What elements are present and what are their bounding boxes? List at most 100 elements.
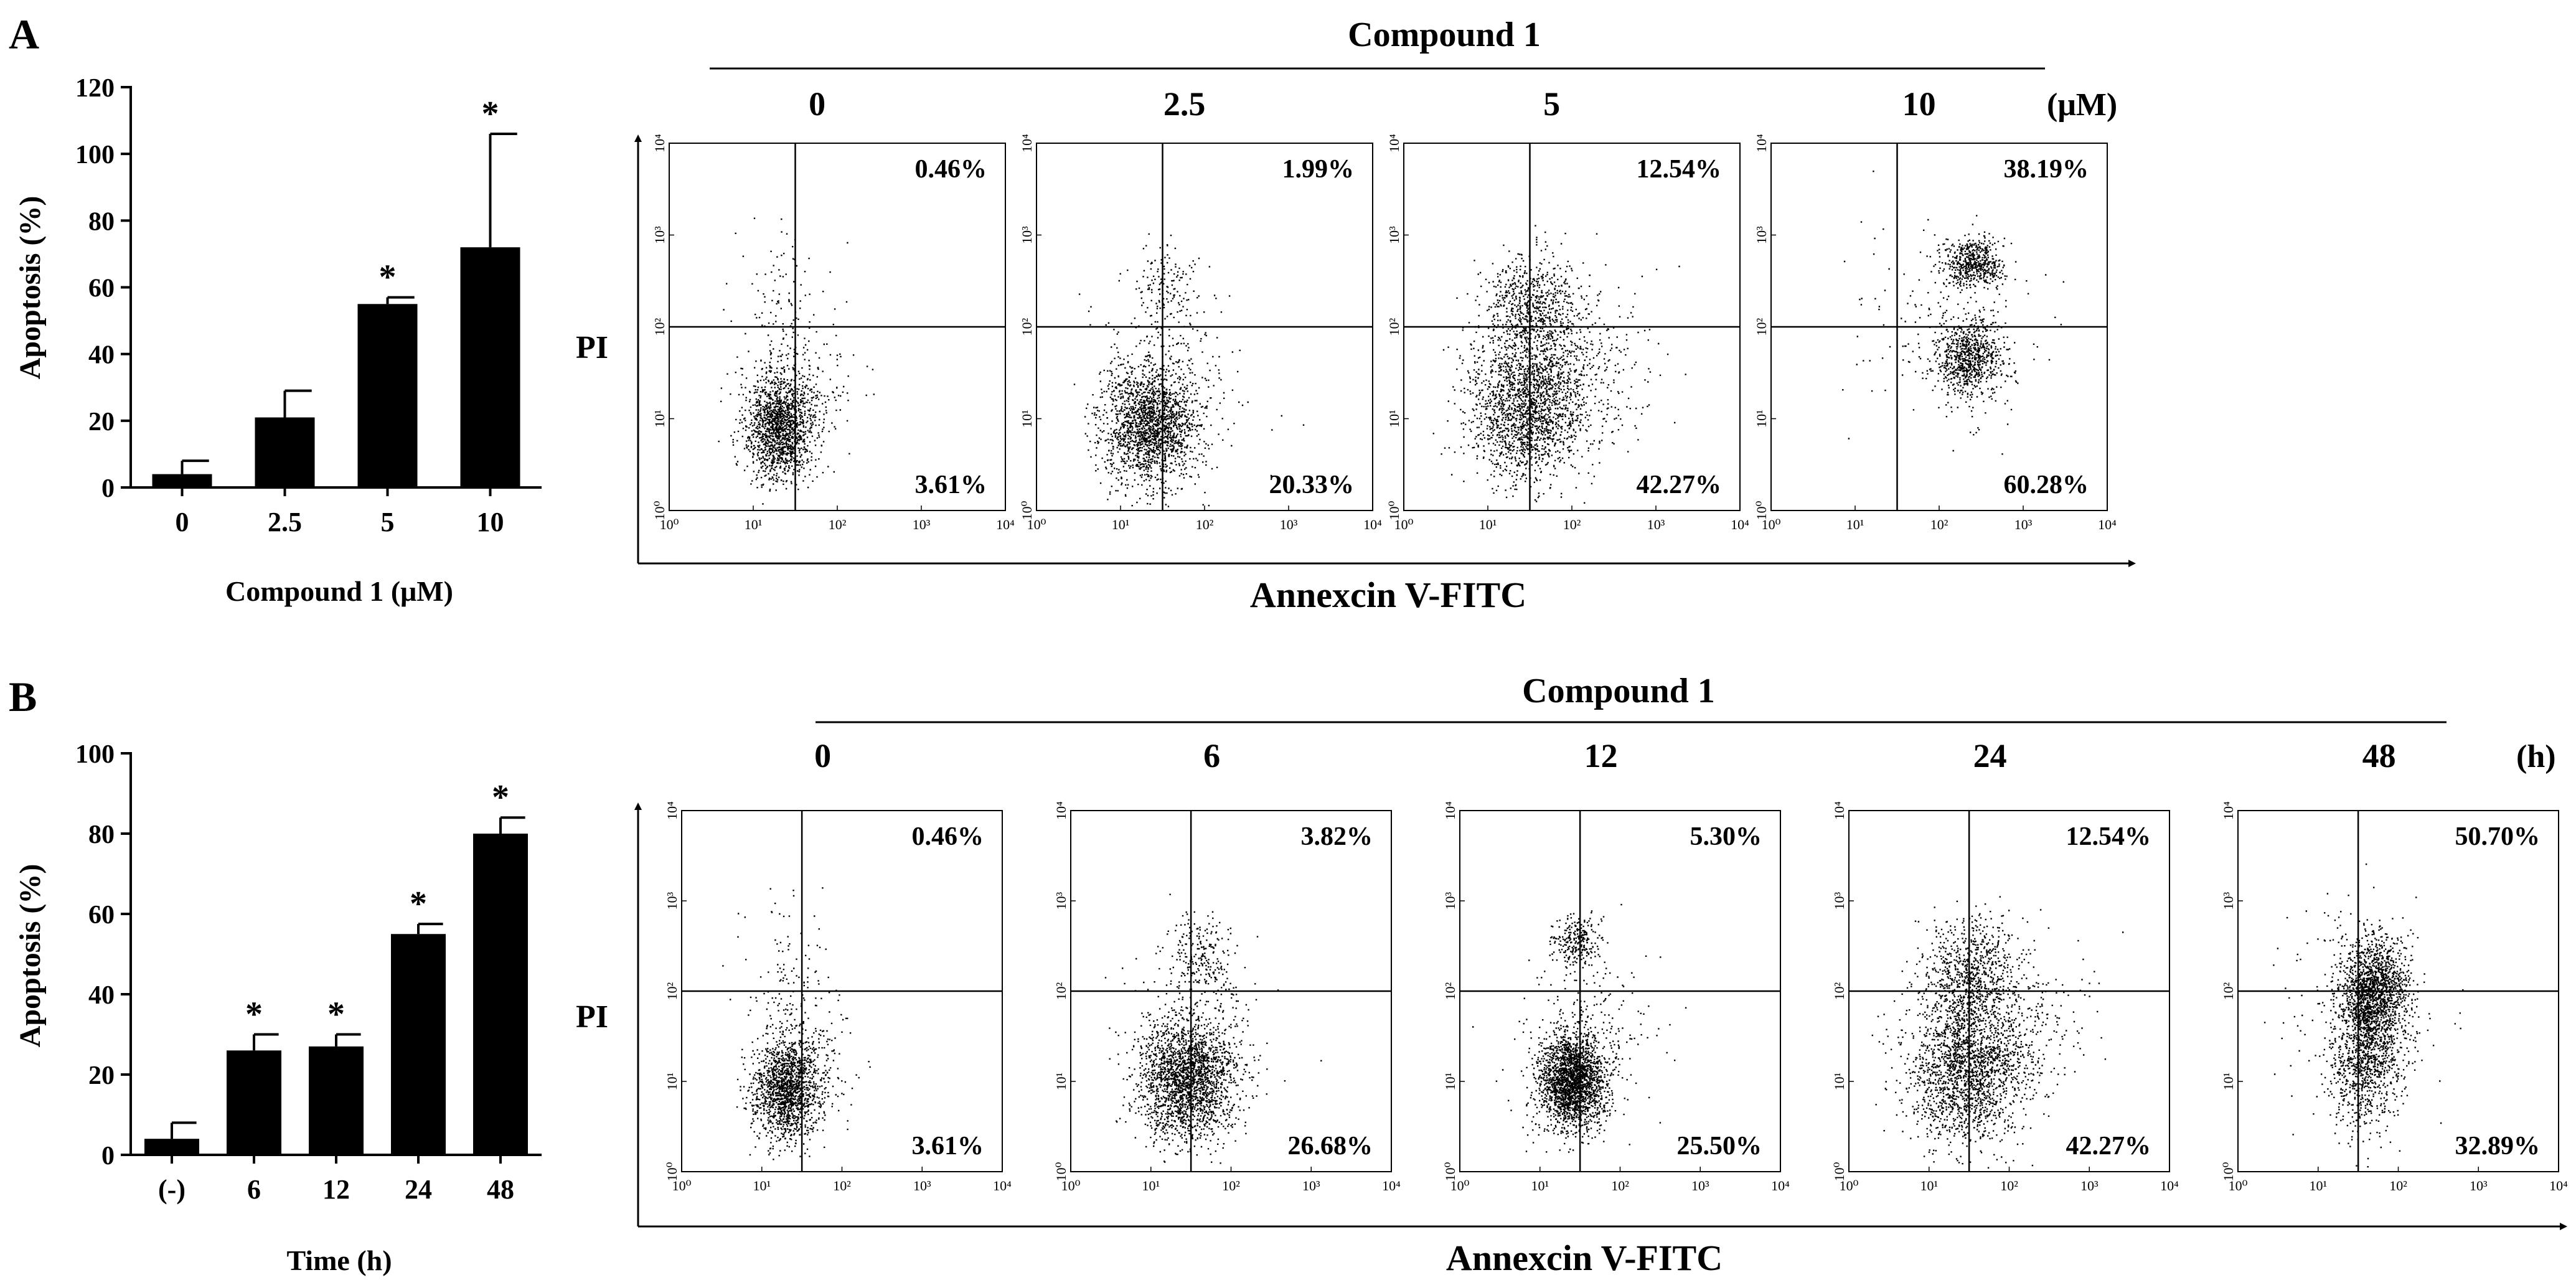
bar-y-tick-label: 100	[75, 141, 115, 169]
flow-x-tick-label: 10¹	[2309, 1178, 2327, 1193]
flow-y-tick-label: 10³	[1442, 892, 1458, 910]
flow-plots-b: 010⁰10⁰10¹10¹10²10²10³10³10⁴10⁴0.46%3.61…	[664, 737, 2568, 1193]
bar-x-tick-label: 2.5	[268, 507, 302, 537]
upper-right-percent: 5.30%	[1690, 822, 1762, 851]
significance-star: *	[492, 778, 509, 817]
flow-x-tick-label: 10⁴	[996, 517, 1015, 532]
flow-x-tick-label: 10²	[1611, 1178, 1629, 1193]
flow-x-tick-label: 10³	[913, 517, 931, 532]
flow-x-tick-label: 10²	[2389, 1178, 2407, 1193]
flow-y-tick-label: 10²	[1831, 982, 1847, 1000]
flow-y-tick-label: 10²	[652, 318, 667, 336]
flow-a-pi-label: PI	[576, 330, 608, 365]
flow-x-tick-label: 10⁴	[2098, 517, 2117, 532]
flow-y-tick-label: 10⁰	[1831, 1162, 1847, 1181]
flow-y-tick-label: 10²	[2221, 982, 2236, 1000]
flow-b-header: Compound 1 (h)	[816, 672, 2556, 774]
flow-y-tick-label: 10¹	[1053, 1073, 1069, 1091]
flow-y-tick-label: 10²	[1442, 982, 1458, 1000]
flow-x-tick-label: 10²	[833, 1178, 851, 1193]
condition-label: 48	[2362, 737, 2396, 774]
bar	[357, 304, 418, 487]
bar-y-tick-label: 80	[88, 821, 115, 849]
flow-x-tick-label: 10⁴	[993, 1178, 1012, 1193]
flow-x-tick-label: 10²	[1930, 517, 1948, 532]
condition-label: 0	[809, 85, 825, 123]
bar-x-tick-label: 6	[247, 1174, 261, 1205]
flow-y-tick-label: 10¹	[1754, 410, 1769, 428]
flow-x-tick-label: 10⁰	[1027, 517, 1046, 532]
flow-y-tick-label: 10⁰	[1053, 1162, 1069, 1181]
flow-y-tick-label: 10¹	[1831, 1073, 1847, 1091]
significance-star: *	[379, 258, 397, 297]
flow-x-tick-label: 10⁰	[1061, 1178, 1081, 1193]
flow-y-tick-label: 10⁴	[1386, 134, 1402, 153]
bar-y-tick-label: 80	[88, 207, 115, 236]
lower-right-percent: 25.50%	[1677, 1132, 1762, 1160]
flow-y-tick-label: 10⁴	[2221, 801, 2236, 820]
bar-x-tick-label: 12	[322, 1174, 350, 1205]
flow-events	[1432, 225, 1686, 504]
flow-y-tick-label: 10³	[1053, 892, 1069, 910]
panel-a-letter: A	[9, 11, 39, 58]
flow-x-tick-label: 10⁰	[2229, 1178, 2248, 1193]
flow-y-tick-label: 10³	[652, 226, 667, 244]
flow-x-tick-label: 10⁴	[1363, 517, 1382, 532]
significance-star: *	[245, 995, 263, 1034]
flow-y-tick-label: 10⁰	[1754, 501, 1769, 520]
flow-x-tick-label: 10¹	[745, 517, 763, 532]
upper-right-percent: 1.99%	[1282, 155, 1355, 184]
upper-right-percent: 50.70%	[2455, 822, 2541, 851]
upper-right-percent: 12.54%	[1637, 155, 1722, 184]
lower-right-percent: 42.27%	[2066, 1132, 2151, 1160]
flow-b-pi-label: PI	[576, 999, 608, 1035]
bar	[144, 1139, 199, 1155]
bar-chart-b: Apoptosis (%) Time (h) 0 20 40 60 80 100 (-) 6 *…	[14, 740, 542, 1276]
flow-x-tick-label: 10⁴	[1731, 517, 1749, 532]
bar	[391, 934, 446, 1155]
lower-right-percent: 3.61%	[915, 471, 987, 499]
bar-y-tick-label: 120	[75, 74, 115, 103]
significance-star: *	[327, 995, 345, 1034]
lower-right-percent: 26.68%	[1288, 1132, 1373, 1160]
bar-y-tick-label: 0	[101, 1142, 115, 1170]
flow-y-tick-label: 10³	[1754, 226, 1769, 244]
flow-y-tick-label: 10¹	[652, 410, 667, 428]
flow-a-axes: PI Annexcin V-FITC	[576, 134, 2136, 615]
condition-label: 24	[1973, 737, 2007, 774]
bar-x-tick-label: 24	[405, 1174, 432, 1205]
flow-y-tick-label: 10⁰	[1019, 501, 1035, 520]
flow-y-tick-label: 10³	[1386, 226, 1402, 244]
upper-right-percent: 3.82%	[1301, 822, 1373, 851]
flow-b-unit: (h)	[2516, 739, 2556, 774]
lower-right-percent: 20.33%	[1269, 471, 1355, 499]
flow-y-tick-label: 10¹	[1442, 1073, 1458, 1091]
flow-a-unit: (μM)	[2047, 87, 2117, 123]
condition-label: 10	[1902, 85, 1936, 123]
flow-y-tick-label: 10³	[2221, 892, 2236, 910]
bar-y-tick-label: 40	[88, 981, 115, 1010]
flow-x-tick-label: 10¹	[1479, 517, 1497, 532]
bar-y-tick-label: 100	[75, 740, 115, 769]
flow-y-tick-label: 10⁴	[1442, 801, 1458, 820]
flow-x-tick-label: 10³	[1647, 517, 1665, 532]
flow-y-tick-label: 10¹	[664, 1073, 680, 1091]
significance-star: *	[482, 95, 499, 133]
flow-x-tick-label: 10³	[2014, 517, 2033, 532]
flow-events	[722, 887, 871, 1160]
bar-y-tick-label: 20	[88, 408, 115, 436]
bar-x-tick-label: 5	[381, 507, 395, 537]
flow-x-tick-label: 10³	[2470, 1178, 2488, 1193]
flow-x-tick-label: 10²	[1563, 517, 1581, 532]
upper-right-percent: 0.46%	[915, 155, 987, 184]
bar-b-x-label: Time (h)	[286, 1245, 392, 1276]
flow-x-tick-label: 10³	[1691, 1178, 1709, 1193]
flow-x-tick-label: 10³	[1280, 517, 1298, 532]
bar-chart-a: Apoptosis (%) Compound 1 (μM) 0 20 40 60 80 1…	[14, 74, 542, 607]
